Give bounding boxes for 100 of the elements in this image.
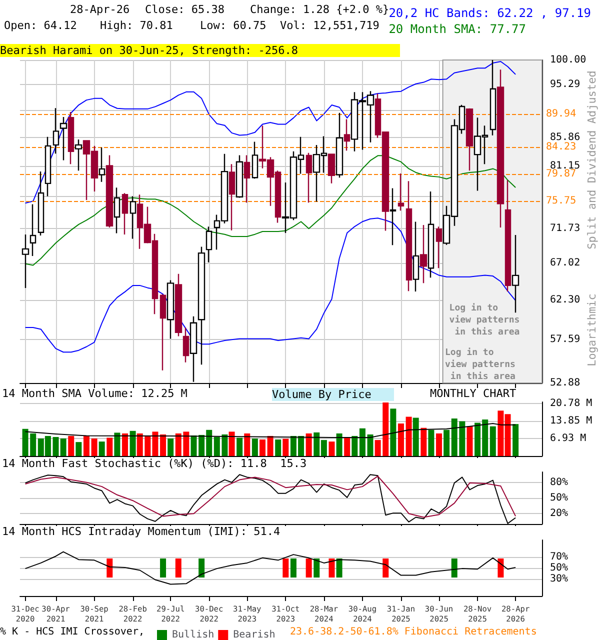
chart-title: 14 Month Fast Stochastic (%K) (%D): 11.8 15.3	[2, 457, 307, 470]
bar	[490, 426, 496, 456]
y-tick-label: 67.02	[550, 257, 580, 268]
y-tick-label: 30%	[550, 574, 568, 585]
bar	[328, 442, 335, 456]
candlestick	[166, 280, 174, 340]
bar	[76, 442, 82, 456]
bar	[244, 433, 250, 456]
line-series	[24, 551, 516, 585]
chart-title: 14 Month HCS Intraday Momentum (IMI): 51.4	[2, 525, 281, 538]
text: Change: 1.28 {+2.0 %}	[250, 3, 390, 16]
bar	[306, 433, 312, 456]
candlestick	[22, 234, 30, 289]
candlestick	[466, 108, 474, 172]
y-tick-label: 71.73	[550, 222, 580, 234]
y-tick-label: 80%	[550, 476, 568, 488]
candlestick	[420, 224, 428, 284]
annotation: Log in to view patterns in this area	[449, 302, 520, 338]
ref-line-label: 75.75	[546, 195, 576, 206]
text: Bearish Harami on 30-Jun-25, Strength: -256.8	[0, 44, 298, 57]
bar	[436, 433, 442, 456]
bar	[398, 424, 404, 456]
candlestick	[74, 138, 82, 172]
y-tick-label: 20.78 M	[550, 398, 592, 409]
candlestick	[436, 226, 442, 269]
candlestick	[328, 153, 336, 184]
text: 20,2 HC Bands: 62.22 , 97.19	[388, 6, 592, 20]
ref-line-label: 89.94	[546, 108, 576, 120]
text: Vol: 12,551,719	[280, 19, 380, 32]
candlestick	[406, 180, 412, 292]
candlestick	[114, 186, 120, 234]
y-tick-label: 70%	[550, 551, 568, 562]
bar	[130, 430, 136, 456]
candlestick	[106, 154, 114, 228]
candlestick	[174, 273, 182, 337]
text: % K - HCS IMI Crossover,	[0, 626, 144, 638]
bar	[444, 430, 450, 456]
bar	[282, 438, 289, 456]
candlestick	[344, 118, 350, 152]
bar	[190, 435, 197, 456]
candlestick	[428, 190, 434, 278]
ref-line-label: 84.23	[546, 142, 576, 152]
text: Split and Dividend Adjusted	[586, 70, 598, 250]
candlestick	[244, 154, 250, 204]
text: Logarithmic	[586, 294, 598, 366]
y-tick-label: 52.88	[550, 378, 580, 388]
bar	[412, 418, 419, 456]
bar	[122, 433, 128, 456]
candlestick	[228, 164, 236, 232]
bar	[390, 408, 396, 456]
bar	[68, 436, 74, 456]
candlestick	[60, 116, 68, 161]
y-tick-label: 13.85 M	[550, 415, 592, 426]
candlestick	[496, 69, 504, 228]
bar	[259, 440, 266, 456]
line-series	[24, 61, 516, 204]
candlestick	[236, 154, 244, 198]
bar	[83, 436, 90, 456]
bar	[91, 438, 98, 456]
band-label: Log in to view patterns in this area	[445, 347, 516, 382]
bar	[359, 428, 366, 456]
bar	[160, 434, 166, 456]
text: MONTHLY CHART	[430, 387, 516, 400]
candlestick	[512, 234, 520, 314]
ref-line-label: 79.87	[546, 168, 576, 180]
y-tick-label: 50%	[550, 492, 568, 504]
bar	[367, 434, 374, 456]
bar	[420, 428, 427, 456]
candlestick	[490, 59, 496, 136]
bar	[267, 436, 274, 456]
y-tick-label: 62.30	[550, 294, 580, 306]
y-tick-label: 85.86	[550, 132, 580, 143]
bar	[428, 430, 434, 456]
legend-label: Bullish	[172, 630, 214, 640]
bar	[344, 438, 350, 456]
candlestick	[130, 196, 136, 240]
candlestick	[68, 111, 74, 165]
candlestick	[306, 152, 312, 204]
text: High: 70.81	[100, 19, 173, 32]
candlestick	[504, 180, 512, 292]
bar	[106, 438, 113, 456]
text: Volume By Price	[272, 388, 372, 401]
bar	[252, 438, 258, 456]
bar	[98, 442, 105, 456]
text: 20 Month SMA: 77.77	[388, 22, 526, 36]
candlestick	[198, 246, 206, 366]
bar	[466, 426, 473, 456]
line-series	[24, 423, 516, 438]
text: 28-Apr-26	[70, 3, 130, 16]
y-tick-label: 50%	[550, 562, 568, 574]
line-series	[24, 155, 516, 266]
text: Open: 64.12	[4, 19, 77, 32]
candlestick	[44, 136, 52, 197]
candlestick	[98, 146, 106, 182]
candlestick	[160, 294, 166, 372]
legend-label: Bearish	[233, 630, 276, 640]
candlestick	[398, 172, 404, 212]
bar	[406, 416, 412, 456]
bar	[236, 438, 243, 456]
bar	[336, 433, 342, 456]
